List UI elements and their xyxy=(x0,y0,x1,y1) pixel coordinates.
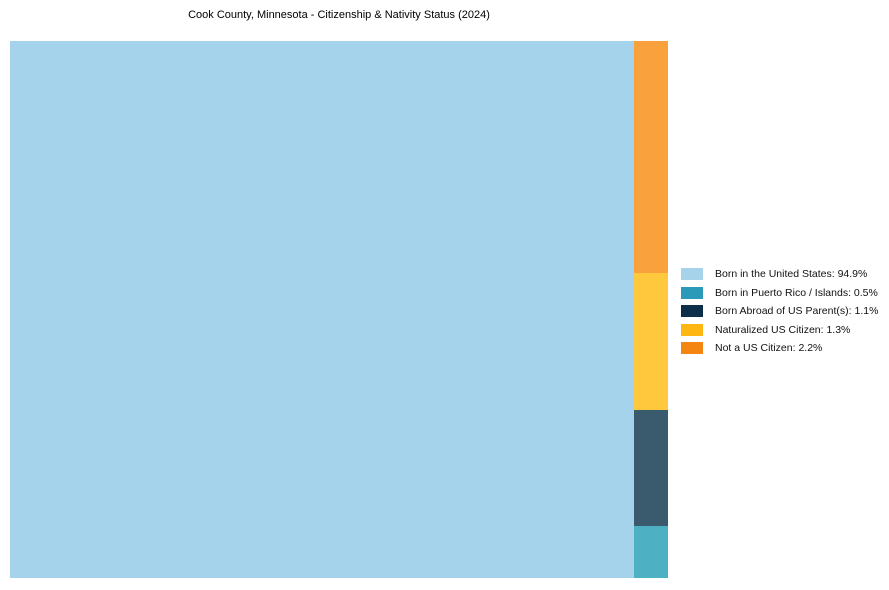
legend-row-born-us: Born in the United States: 94.9% xyxy=(681,265,878,284)
legend-label-born-abroad: Born Abroad of US Parent(s): 1.1% xyxy=(715,305,879,318)
treemap-block-naturalized xyxy=(634,273,668,410)
treemap-block-puerto-rico xyxy=(634,526,668,578)
legend-label-puerto-rico: Born in Puerto Rico / Islands: 0.5% xyxy=(715,286,878,299)
legend-label-born-us: Born in the United States: 94.9% xyxy=(715,268,868,281)
legend-label-naturalized: Naturalized US Citizen: 1.3% xyxy=(715,323,851,336)
legend-swatch-naturalized xyxy=(681,323,703,336)
legend-row-puerto-rico: Born in Puerto Rico / Islands: 0.5% xyxy=(681,284,878,303)
treemap-block-born-us xyxy=(10,41,634,578)
legend-swatch-puerto-rico xyxy=(681,286,703,299)
legend-label-not-citizen: Not a US Citizen: 2.2% xyxy=(715,342,823,355)
legend-swatch-not-citizen xyxy=(681,342,703,355)
legend-swatch-born-abroad xyxy=(681,305,703,318)
treemap-area xyxy=(10,41,668,578)
treemap-block-not-citizen xyxy=(634,41,668,273)
chart-title: Cook County, Minnesota - Citizenship & N… xyxy=(188,9,490,21)
legend-swatch-born-us xyxy=(681,268,703,281)
legend-row-born-abroad: Born Abroad of US Parent(s): 1.1% xyxy=(681,302,878,321)
legend-row-naturalized: Naturalized US Citizen: 1.3% xyxy=(681,321,878,340)
legend-row-not-citizen: Not a US Citizen: 2.2% xyxy=(681,339,878,358)
treemap-block-born-abroad xyxy=(634,410,668,526)
legend: Born in the United States: 94.9% Born in … xyxy=(681,265,878,358)
